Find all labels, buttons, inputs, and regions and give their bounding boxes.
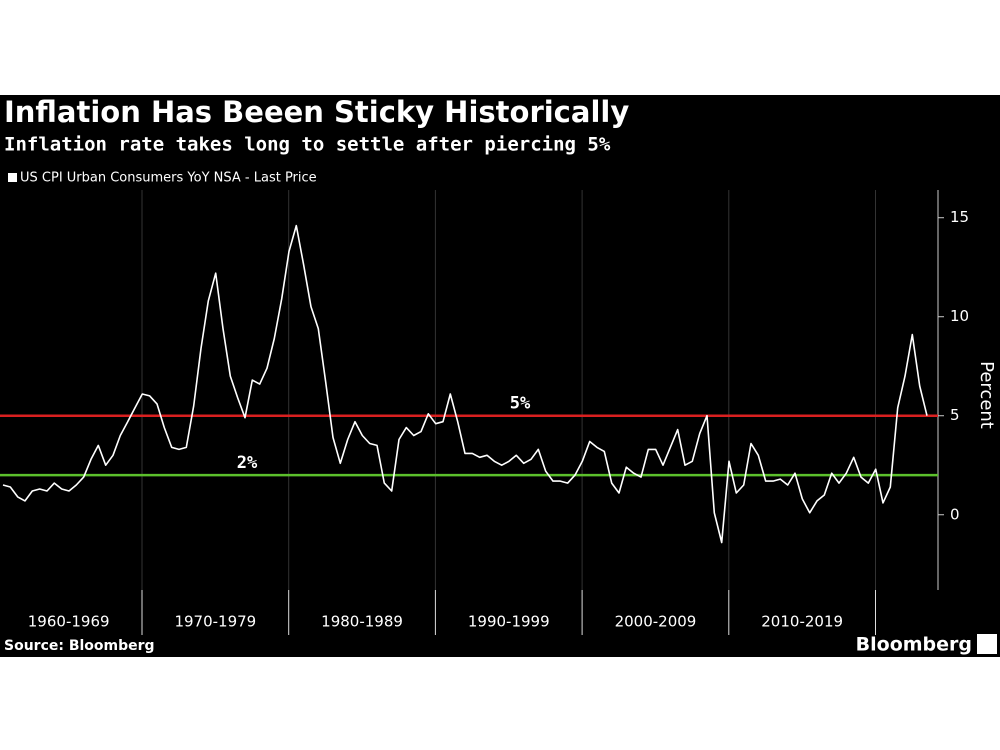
legend-swatch <box>8 173 17 182</box>
x-tick-label: 1990-1999 <box>468 613 550 631</box>
chart-subtitle: Inflation rate takes long to settle afte… <box>4 134 611 156</box>
chart-title: Inflation Has Beeen Sticky Historically <box>4 95 629 129</box>
reference-label: 5% <box>510 394 531 414</box>
reference-label: 2% <box>237 453 258 473</box>
source: Source: Bloomberg <box>4 638 155 654</box>
y-tick-label: 15 <box>950 208 969 226</box>
x-tick-label: 1980-1989 <box>321 613 403 631</box>
y-axis-label: Percent <box>976 361 997 429</box>
series-line <box>2 224 928 544</box>
y-tick-label: 10 <box>950 307 969 325</box>
y-tick-label: 5 <box>950 406 960 424</box>
brand: Bloomberg <box>856 634 972 656</box>
x-tick-label: 2000-2009 <box>615 613 697 631</box>
x-tick-label: 1970-1979 <box>174 613 256 631</box>
y-tick-label: 0 <box>950 505 960 523</box>
brand-icon <box>977 634 997 654</box>
legend-label: US CPI Urban Consumers YoY NSA - Last Pr… <box>20 171 317 186</box>
x-tick-label: 1960-1969 <box>28 613 110 631</box>
background <box>0 95 1000 657</box>
x-tick-label: 2010-2019 <box>761 613 843 631</box>
